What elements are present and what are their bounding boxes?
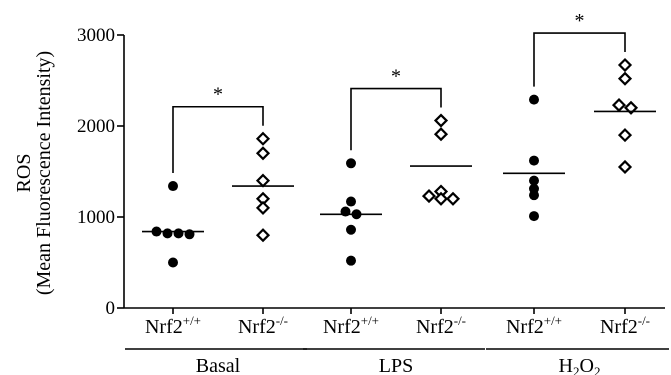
- y-axis-title: ROS: [13, 154, 35, 193]
- data-point-filled: [529, 190, 539, 201]
- x-tick-label: Nrf2+/+: [145, 313, 201, 338]
- x-tick-label: Nrf2-/-: [238, 313, 288, 338]
- data-point-filled: [346, 196, 356, 207]
- x-tick-label: Nrf2+/+: [506, 313, 562, 338]
- data-point-open: [617, 57, 633, 73]
- data-point-open: [255, 131, 271, 146]
- significance-bracket: [172, 105, 264, 174]
- data-point-filled: [529, 211, 539, 222]
- data-point-open: [433, 127, 449, 142]
- y-tick-label: 0: [106, 298, 116, 319]
- data-point-filled: [529, 94, 539, 105]
- data-point-open: [617, 159, 633, 175]
- y-tick-label: 2000: [77, 116, 115, 137]
- data-point-open: [255, 146, 271, 161]
- genotype-superscript: -/-: [454, 313, 466, 328]
- x-tick-label: Nrf2+/+: [323, 313, 379, 338]
- group-label-part: O: [580, 355, 594, 375]
- data-point-open: [617, 71, 633, 86]
- x-tick-label: Nrf2-/-: [416, 313, 466, 338]
- genotype-label: Nrf2: [506, 316, 544, 338]
- group-label-part: H: [559, 355, 573, 375]
- data-point-filled: [168, 181, 178, 192]
- group-label-part: 2: [573, 364, 580, 375]
- y-tick-label: 1000: [77, 207, 115, 228]
- genotype-label: Nrf2: [600, 316, 638, 338]
- genotype-label: Nrf2: [145, 316, 183, 338]
- y-tick-label: 3000: [77, 25, 115, 46]
- genotype-superscript: +/+: [361, 313, 379, 328]
- axes: [117, 32, 669, 350]
- data-point-open: [611, 98, 627, 113]
- data-point-open: [445, 191, 461, 206]
- genotype-label: Nrf2: [323, 316, 361, 338]
- data-point-filled: [529, 175, 539, 186]
- genotype-superscript: -/-: [276, 313, 288, 328]
- significance-bracket: [533, 32, 626, 87]
- data-point-open: [617, 128, 633, 143]
- genotype-label: Nrf2: [238, 316, 276, 338]
- labels: 0 1000 2000 3000 ROS(Mean Fluorescence Inten…: [13, 10, 650, 375]
- significance-star: *: [575, 10, 585, 32]
- genotype-label: Nrf2: [416, 316, 454, 338]
- data-point-open: [421, 189, 437, 204]
- genotype-superscript: +/+: [544, 313, 562, 328]
- data-point-open: [433, 191, 449, 206]
- group-label: H2O2: [559, 355, 601, 375]
- marks: [142, 57, 656, 268]
- data-point-open: [433, 113, 449, 128]
- group-label: Basal: [196, 355, 241, 375]
- significance-star: *: [213, 84, 223, 106]
- data-point-filled: [346, 158, 356, 169]
- data-point-filled: [173, 228, 184, 239]
- group-label: LPS: [379, 355, 413, 375]
- genotype-superscript: +/+: [183, 313, 201, 328]
- data-point-filled: [162, 228, 173, 239]
- group-label-part: 2: [594, 364, 601, 375]
- data-point-filled: [529, 155, 539, 166]
- data-point-filled: [346, 224, 356, 235]
- x-tick-label: Nrf2-/-: [600, 313, 650, 338]
- data-point-filled: [168, 257, 178, 268]
- data-point-open: [255, 228, 271, 243]
- significance-star: *: [391, 66, 401, 88]
- significance-bracket: [350, 87, 442, 151]
- data-point-open: [255, 173, 271, 188]
- data-point-open: [255, 200, 271, 215]
- data-point-open: [623, 100, 639, 115]
- data-point-filled: [346, 255, 356, 266]
- y-axis-subtitle: (Mean Fluorescence Intensity): [33, 51, 55, 295]
- genotype-superscript: -/-: [638, 313, 650, 328]
